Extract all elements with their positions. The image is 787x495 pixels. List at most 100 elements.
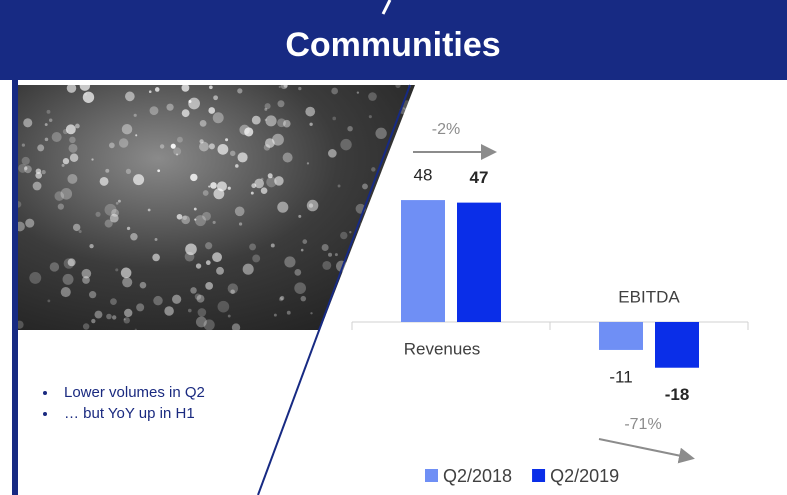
speck: [230, 151, 235, 156]
speck: [251, 192, 254, 195]
speck: [338, 185, 341, 188]
speck: [67, 83, 76, 92]
speck: [177, 214, 183, 220]
speck: [368, 92, 377, 101]
speck: [47, 299, 50, 302]
speck: [105, 204, 117, 216]
speck: [383, 179, 393, 189]
change-annotation: -2%: [432, 121, 460, 138]
speck: [369, 232, 372, 235]
speck: [407, 324, 412, 329]
speck: [266, 177, 276, 187]
speck: [307, 162, 309, 164]
speck: [279, 86, 281, 88]
speck: [206, 260, 211, 265]
speck: [37, 144, 44, 151]
speck: [364, 284, 370, 290]
speck: [212, 252, 222, 262]
value-label: -11: [609, 367, 632, 386]
speck: [194, 219, 196, 221]
bar: [655, 322, 699, 368]
speck: [89, 291, 96, 298]
speck: [252, 116, 261, 125]
speck: [279, 297, 283, 301]
speck: [217, 144, 228, 155]
speck: [225, 138, 228, 141]
speck: [209, 85, 213, 89]
speck: [173, 147, 181, 155]
speck: [371, 196, 377, 202]
speck: [75, 124, 80, 129]
speck: [210, 182, 217, 189]
speck: [294, 282, 306, 294]
speck: [136, 303, 144, 311]
speck: [69, 144, 78, 153]
speck: [89, 244, 93, 248]
speck: [370, 314, 376, 320]
value-label: 47: [470, 168, 489, 187]
speck: [307, 200, 319, 212]
speck: [68, 258, 76, 266]
speck: [25, 219, 34, 228]
speck: [100, 177, 109, 186]
speck: [393, 161, 402, 170]
speck: [190, 287, 197, 294]
speck: [409, 184, 421, 196]
speck: [218, 301, 230, 313]
speck: [371, 247, 377, 253]
speck: [115, 268, 118, 271]
speck: [405, 153, 408, 156]
speck: [124, 317, 130, 323]
speck: [244, 127, 253, 136]
speck: [375, 128, 386, 139]
speck: [83, 323, 89, 329]
speck: [381, 232, 391, 242]
speck: [205, 282, 213, 290]
speck: [95, 212, 100, 217]
bar: [401, 200, 445, 322]
speck: [328, 253, 332, 257]
speck: [228, 187, 231, 190]
speck: [182, 109, 190, 117]
speck: [261, 187, 268, 194]
speck: [52, 132, 62, 142]
speck: [353, 265, 361, 273]
speck: [274, 314, 277, 317]
change-annotation: -71%: [624, 416, 661, 433]
speck: [153, 296, 162, 305]
speck: [127, 227, 130, 230]
speck: [47, 110, 51, 114]
speck: [208, 107, 215, 114]
speck: [239, 222, 242, 225]
speck: [160, 144, 164, 148]
speck: [58, 204, 64, 210]
speck: [238, 152, 248, 162]
speck: [23, 118, 32, 127]
speck: [194, 208, 197, 211]
speck: [29, 272, 41, 284]
bullet: Lower volumes in Q2: [58, 382, 248, 403]
speck: [232, 323, 240, 331]
speck: [331, 88, 338, 95]
speck: [284, 256, 295, 267]
speck: [335, 253, 338, 256]
speck: [249, 243, 256, 250]
speck: [202, 212, 211, 221]
speck: [332, 117, 336, 121]
speck: [409, 197, 411, 199]
speck: [195, 293, 201, 299]
speck: [397, 161, 403, 167]
speck: [126, 169, 131, 174]
speck: [45, 138, 49, 142]
speck: [164, 306, 174, 316]
speck: [360, 222, 365, 227]
speck: [24, 167, 27, 170]
speck: [45, 123, 48, 126]
speck: [305, 107, 315, 117]
speck: [271, 243, 275, 247]
speck: [130, 233, 137, 240]
speck: [84, 93, 87, 96]
speck: [287, 311, 291, 315]
speck: [277, 118, 286, 127]
speck: [134, 114, 137, 117]
